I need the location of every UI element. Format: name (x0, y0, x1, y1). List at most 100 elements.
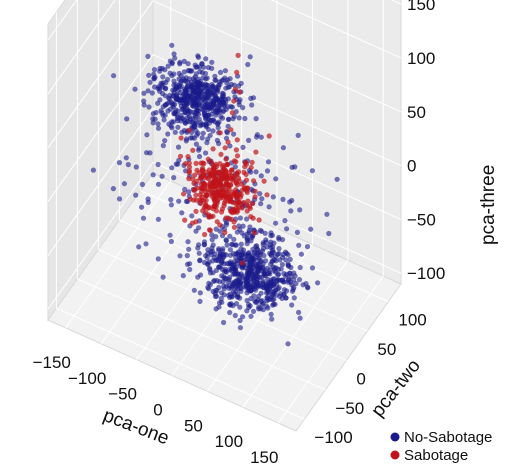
data-point (209, 59, 215, 65)
data-point (206, 116, 212, 122)
data-point (160, 274, 166, 280)
data-point (196, 88, 202, 94)
data-point (221, 203, 227, 209)
data-point (190, 176, 196, 182)
data-point (210, 213, 216, 219)
data-point (234, 209, 240, 215)
data-point (162, 85, 169, 91)
data-point (231, 219, 237, 225)
data-point (248, 267, 254, 273)
data-point (194, 167, 200, 173)
data-point (258, 134, 264, 140)
data-point (280, 196, 286, 202)
data-point (216, 246, 222, 252)
data-point (205, 189, 211, 195)
data-point (231, 224, 237, 230)
series-sabotage (177, 52, 272, 266)
x-tick-label: 0 (153, 401, 162, 420)
grid-line-y (77, 278, 326, 391)
data-point (193, 219, 199, 225)
data-point (203, 197, 209, 203)
data-point (192, 74, 198, 80)
data-point (197, 290, 203, 296)
data-point (160, 112, 166, 118)
data-point (233, 147, 239, 153)
data-point (213, 234, 219, 240)
data-point (251, 249, 257, 255)
data-point (217, 180, 223, 186)
z-tick-label: 0 (407, 157, 416, 176)
data-point (264, 168, 271, 174)
data-point (201, 103, 207, 110)
data-point (232, 271, 238, 277)
data-point (210, 128, 216, 134)
data-point (298, 251, 304, 257)
data-point (149, 90, 155, 96)
data-point (242, 115, 248, 122)
data-point (199, 135, 205, 141)
data-point (240, 105, 246, 111)
data-point (229, 173, 236, 179)
data-point (195, 54, 202, 60)
data-point (182, 186, 188, 193)
data-point (217, 228, 223, 234)
data-point (193, 228, 199, 234)
data-point (221, 103, 227, 109)
left-wall-pane (47, 0, 154, 322)
data-point (193, 141, 199, 147)
data-point (180, 106, 186, 112)
data-point (288, 208, 294, 214)
data-point (204, 140, 210, 146)
data-point (232, 86, 238, 92)
data-point (212, 73, 218, 79)
data-point (182, 217, 188, 223)
data-point (214, 293, 220, 299)
data-point (191, 197, 197, 203)
data-point (271, 289, 277, 295)
data-point (258, 173, 264, 179)
data-point (297, 207, 303, 213)
data-point (161, 117, 167, 123)
data-point (150, 116, 156, 122)
data-point (303, 281, 309, 287)
data-point (186, 127, 192, 133)
data-point (171, 82, 177, 88)
data-point (240, 247, 247, 253)
data-point (168, 238, 174, 245)
data-point (177, 253, 183, 259)
data-point (271, 296, 277, 302)
data-point (221, 292, 227, 298)
data-point (207, 270, 214, 276)
data-point (212, 102, 218, 108)
data-point (213, 86, 219, 92)
data-point (173, 111, 179, 117)
data-point (253, 149, 259, 155)
z-tick-label: 50 (407, 103, 426, 122)
data-point (250, 200, 256, 207)
data-point (186, 176, 192, 182)
data-point (260, 245, 267, 251)
data-point (237, 285, 243, 291)
data-point (288, 264, 294, 271)
legend-marker-no-sabotage (390, 432, 400, 442)
data-point (213, 287, 219, 293)
data-point (143, 241, 149, 247)
data-point (245, 61, 251, 68)
data-point (110, 186, 116, 192)
data-point (222, 68, 228, 74)
data-point (280, 145, 286, 151)
data-point (203, 122, 209, 128)
data-point (155, 100, 161, 106)
data-point (235, 294, 241, 300)
data-point (182, 97, 188, 103)
data-point (209, 65, 215, 71)
data-point (183, 136, 190, 142)
data-point (193, 160, 199, 166)
data-point (116, 160, 123, 166)
z-axis-label: pca-three (478, 165, 499, 245)
data-point (201, 181, 207, 187)
grid-line-z (47, 0, 154, 149)
data-point (254, 132, 260, 138)
data-point (205, 284, 211, 290)
